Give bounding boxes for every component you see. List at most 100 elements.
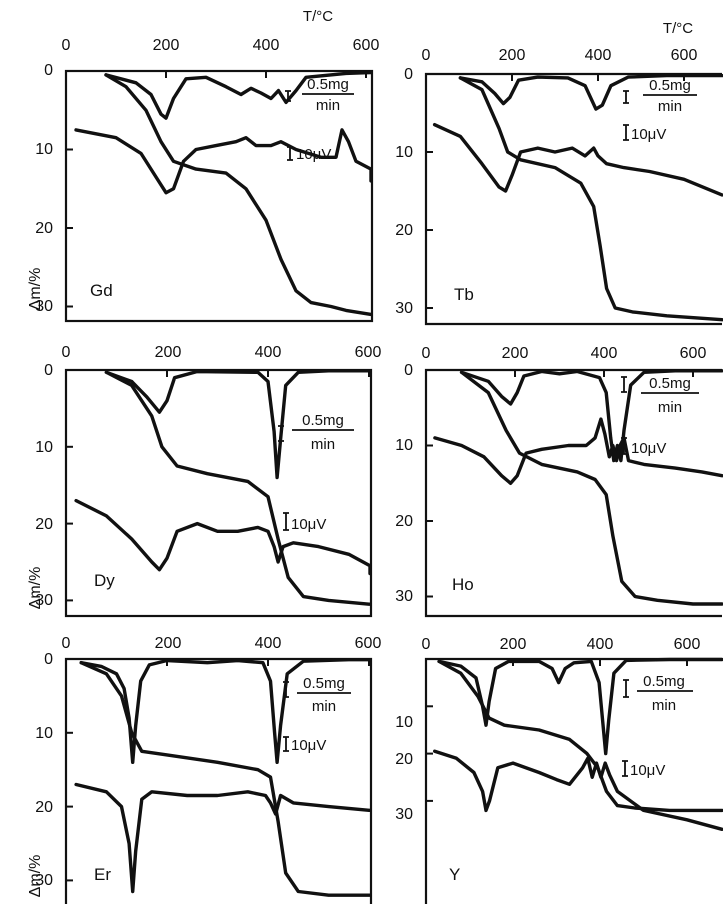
- panel-ho-ticks: [425, 369, 694, 598]
- panel-dy-label: Dy: [94, 571, 115, 590]
- panel-tb-dtg-scale: 0.5mg min: [623, 77, 697, 115]
- panel-ho-y-tick-20: 20: [395, 513, 413, 530]
- panel-dy-y-tick-30: 30: [35, 592, 53, 609]
- panel-tb-y-tick-0: 0: [404, 66, 413, 83]
- panel-er-x-tick-0: 0: [62, 635, 71, 652]
- panel-gd-label: Gd: [90, 281, 113, 300]
- panel-y-x-tick-600: 600: [674, 636, 701, 653]
- y-axis-title-dy: Δm/%: [27, 567, 44, 610]
- panel-tb-frame: [424, 72, 722, 326]
- panel-dy-dtg-scale-bar: [278, 425, 284, 442]
- panel-y-y-tick-10: 10: [395, 714, 413, 731]
- panel-ho-y-tick-30: 30: [395, 588, 413, 605]
- panel-gd-dtg-scale-value: 0.5mg: [307, 76, 349, 93]
- panel-tb-y-tick-30: 30: [395, 300, 413, 317]
- panel-tb-x-title: T/°C: [663, 20, 693, 37]
- panel-y-y-tick-20: 20: [395, 751, 413, 768]
- panel-tb-x-tick-200: 200: [499, 47, 526, 64]
- panel-dy: 0 200 400 600 0 10 20 30 Dy 0.5mg min 10…: [35, 344, 382, 618]
- panel-y-dtg-scale: 0.5mg min: [623, 673, 693, 714]
- panel-dy-x-tick-400: 400: [255, 344, 282, 361]
- panel-ho-tg-curve: [459, 370, 723, 606]
- panel-ho-x-tick-400: 400: [591, 345, 618, 362]
- panel-dy-y-tick-10: 10: [35, 439, 53, 456]
- panel-dy-dta-scale: 10μV: [283, 512, 326, 533]
- panel-ho-dta-curve: [433, 417, 723, 485]
- panel-er-dta-scale-value: 10μV: [291, 737, 326, 754]
- panel-dy-tg-curve: [104, 370, 372, 606]
- panel-er-dta-scale-bar: [283, 736, 289, 752]
- panel-gd-y-tick-30: 30: [35, 298, 53, 315]
- panel-er-dta-scale: 10μV: [283, 736, 326, 754]
- panel-er-y-tick-10: 10: [35, 725, 53, 742]
- panel-y-ticks: [425, 659, 688, 802]
- panel-dy-dtg-scale-unit: min: [311, 436, 335, 453]
- panel-er-y-tick-30: 30: [35, 872, 53, 889]
- panel-gd-dta-scale: 10μV: [287, 146, 331, 163]
- panel-y-tg-curve: [437, 659, 723, 813]
- panel-er-x-tick-200: 200: [155, 635, 182, 652]
- panel-dy-x-tick-600: 600: [355, 344, 382, 361]
- panel-gd-x-tick-600: 600: [353, 37, 380, 54]
- panel-y-dta-scale: 10μV: [622, 760, 665, 779]
- panel-tb-tg-curve: [458, 76, 723, 322]
- panel-ho-frame: [424, 368, 722, 618]
- panel-y: 0 200 400 600 10 20 30 Y 0.5mg min 10μV: [395, 636, 723, 904]
- panel-tb-dta-scale: 10μV: [623, 124, 666, 143]
- panel-y-dtg-curve: [437, 657, 723, 756]
- panel-er-ticks: [65, 658, 370, 882]
- panel-y-x-tick-400: 400: [587, 636, 614, 653]
- panel-tb-dta-scale-bar: [623, 124, 629, 141]
- panel-dy-dta-curve: [74, 498, 372, 576]
- panel-tb-dta-scale-value: 10μV: [631, 126, 666, 143]
- panel-tb-dtg-scale-unit: min: [658, 98, 682, 115]
- panel-gd-dtg-scale: 0.5mg min: [285, 76, 354, 114]
- panel-gd-y-tick-10: 10: [35, 141, 53, 158]
- panel-tb-x-tick-600: 600: [671, 47, 698, 64]
- panel-gd-dta-scale-bar: [287, 146, 293, 161]
- panel-ho-label: Ho: [452, 575, 474, 594]
- panel-y-y-tick-30: 30: [395, 806, 413, 823]
- panel-er-dtg-scale-unit: min: [312, 698, 336, 715]
- panel-tb-dtg-scale-bar: [623, 90, 629, 104]
- panel-er-y-tick-20: 20: [35, 799, 53, 816]
- panel-y-dtg-scale-unit: min: [652, 697, 676, 714]
- panel-er-x-tick-600: 600: [355, 635, 382, 652]
- panel-tb-x-tick-0: 0: [422, 47, 431, 64]
- panel-ho-dtg-scale-unit: min: [658, 399, 682, 416]
- panel-er-curves: [74, 658, 372, 897]
- panel-gd-frame: [64, 69, 374, 323]
- panel-dy-dta-scale-value: 10μV: [291, 516, 326, 533]
- panel-y-dtg-scale-bar: [623, 679, 629, 698]
- panel-gd-y-tick-0: 0: [44, 62, 53, 79]
- panel-y-x-tick-200: 200: [500, 636, 527, 653]
- panel-y-frame: [424, 657, 722, 904]
- panel-y-x-tick-0: 0: [422, 636, 431, 653]
- panel-tb-ticks: [425, 73, 685, 309]
- panel-gd-curves: [74, 70, 373, 317]
- panel-ho-y-tick-10: 10: [395, 437, 413, 454]
- panel-ho-curves: [433, 369, 723, 606]
- panel-dy-dta-scale-bar: [283, 512, 289, 531]
- panel-er-x-tick-400: 400: [255, 635, 282, 652]
- panel-gd-tg-curve: [104, 73, 373, 317]
- panel-er-dtg-curve: [79, 658, 372, 764]
- panel-dy-frame: [64, 368, 373, 618]
- panel-gd-dta-scale-value: 10μV: [296, 146, 331, 163]
- panel-er-dta-curve: [74, 782, 372, 894]
- panel-dy-x-tick-0: 0: [62, 344, 71, 361]
- panel-er-y-tick-0: 0: [44, 651, 53, 668]
- panel-gd-x-tick-400: 400: [253, 37, 280, 54]
- panel-ho-x-tick-0: 0: [422, 345, 431, 362]
- panel-ho: 0 200 400 600 0 10 20 30 Ho 0.5mg min 10…: [395, 345, 723, 618]
- panel-gd-dtg-curve: [104, 70, 373, 120]
- panel-ho-dtg-scale: 0.5mg min: [621, 375, 699, 416]
- panel-er-dtg-scale: 0.5mg min: [283, 675, 351, 715]
- y-axis-title-gd: Δm/%: [27, 268, 44, 311]
- panel-er-frame: [64, 657, 373, 904]
- panel-gd-dta-curve: [74, 128, 373, 195]
- panel-y-dta-scale-bar: [622, 760, 628, 777]
- panel-y-dta-scale-value: 10μV: [630, 762, 665, 779]
- panel-gd-dtg-scale-unit: min: [316, 97, 340, 114]
